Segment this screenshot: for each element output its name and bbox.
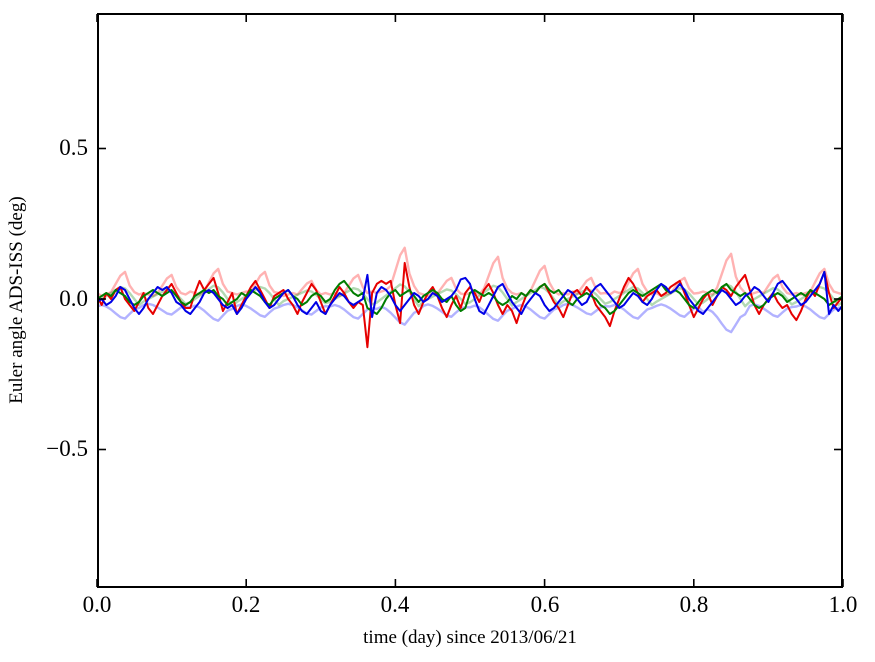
blue-line [98, 270, 842, 319]
axes-frame [97, 13, 843, 588]
x-tick-label-0.4: 0.4 [380, 592, 410, 617]
y-tick-label-0.5: 0.5 [59, 135, 88, 160]
blue-faint-line [98, 302, 842, 334]
x-axis-label: time (day) since 2013/06/21 [363, 627, 577, 648]
x-tick-label-0.8: 0.8 [679, 592, 709, 617]
x-tick-label-0.0: 0.0 [82, 592, 112, 617]
green-line [98, 279, 842, 315]
x-tick-label-0.2: 0.2 [231, 592, 261, 617]
y-axis-label: Euler angle ADS-ISS (deg) [6, 196, 27, 404]
red-line [98, 261, 842, 349]
y-tick-label-0.0: 0.0 [59, 286, 88, 311]
series-group [98, 246, 842, 349]
x-tick-label-0.6: 0.6 [530, 592, 560, 617]
y-tick-label-minus-0.5: −0.5 [46, 436, 88, 461]
x-tick-label-1.0: 1.0 [828, 592, 858, 617]
